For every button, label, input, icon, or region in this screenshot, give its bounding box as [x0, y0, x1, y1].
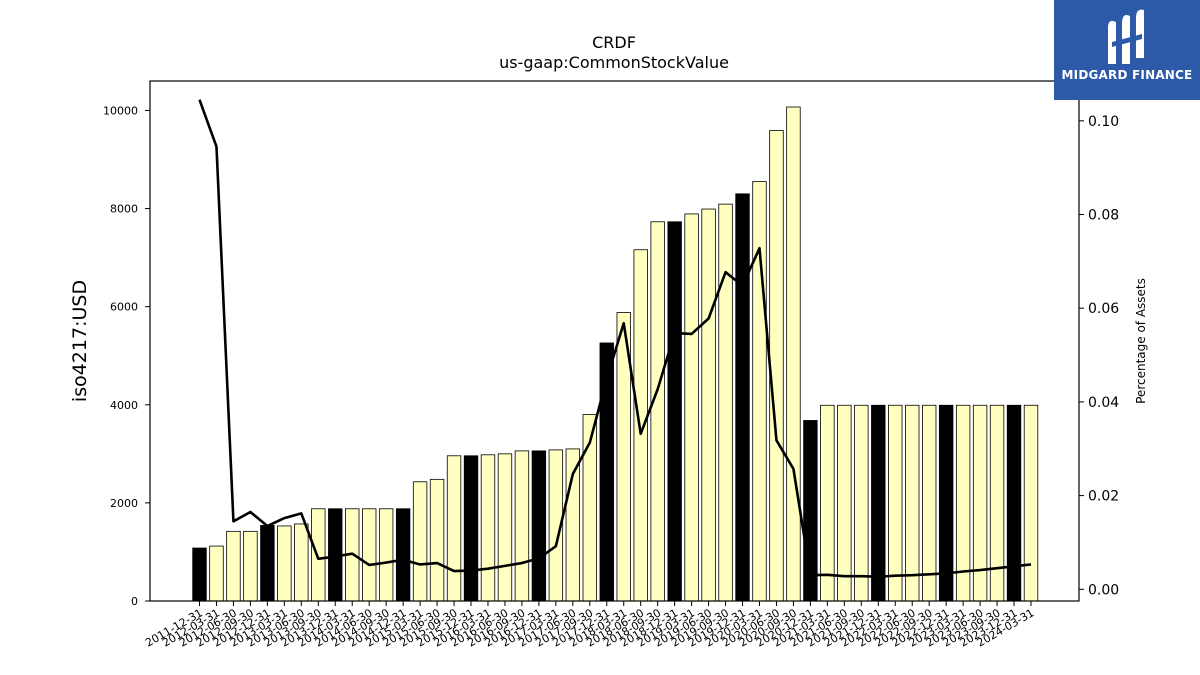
- y-axis-right-label: Percentage of Assets: [1134, 278, 1148, 404]
- y2-tick-label: 0.02: [1088, 489, 1119, 505]
- bar: [922, 404, 937, 602]
- bar: [752, 181, 767, 602]
- bar: [226, 530, 241, 602]
- y-axis-left-label: iso4217:USD: [69, 280, 91, 402]
- y2-tick-label: 0.00: [1088, 582, 1119, 598]
- bar: [905, 404, 920, 602]
- line-layer: [198, 99, 1032, 578]
- logo-text: MIDGARD FINANCE: [1061, 68, 1193, 82]
- y-axis-left: 0 2000 4000 6000 8000 10000: [103, 104, 150, 608]
- bar: [1023, 404, 1039, 602]
- percentage-line: [198, 99, 1032, 578]
- bar: [1006, 404, 1022, 602]
- bar: [209, 545, 224, 602]
- bar: [769, 130, 784, 602]
- y-tick-label: 6000: [110, 301, 138, 314]
- y2-tick-label: 0.08: [1088, 208, 1119, 224]
- bar: [514, 450, 530, 602]
- y2-tick-label: 0.06: [1088, 301, 1119, 317]
- chart-subtitle: us-gaap:CommonStockValue: [499, 53, 729, 72]
- y-tick-label: 2000: [110, 497, 138, 510]
- x-axis: 2011-12-312012-03-312012-06-302012-09-30…: [143, 601, 1037, 650]
- y-tick-label: 4000: [110, 399, 138, 412]
- y-tick-label: 0: [131, 595, 138, 608]
- bar: [837, 404, 852, 602]
- bar: [989, 404, 1005, 602]
- y-axis-right: 0.00 0.02 0.04 0.06 0.08 0.10: [1079, 114, 1119, 598]
- bar: [429, 478, 445, 602]
- bar: [786, 106, 801, 602]
- bar: [192, 547, 207, 602]
- bar: [395, 508, 411, 602]
- bar: [684, 213, 699, 602]
- bar: [294, 523, 309, 602]
- bar: [446, 455, 462, 602]
- bar: [243, 530, 258, 602]
- bar: [820, 404, 835, 602]
- bar: [463, 455, 479, 602]
- bar: [412, 481, 428, 602]
- y-tick-label: 10000: [103, 104, 138, 117]
- plot-frame: [149, 80, 1080, 602]
- y-tick-label: 8000: [110, 203, 138, 216]
- bar: [701, 208, 716, 602]
- chart-title: CRDF: [592, 33, 636, 52]
- bar: [378, 508, 394, 602]
- bar: [531, 450, 547, 602]
- bar: [497, 453, 513, 602]
- y2-tick-label: 0.04: [1088, 395, 1119, 411]
- bar: [260, 525, 275, 602]
- bar: [362, 508, 377, 602]
- bar: [854, 404, 869, 602]
- bar: [871, 404, 886, 602]
- y2-tick-label: 0.10: [1088, 114, 1119, 130]
- bar: [311, 508, 326, 602]
- bar: [667, 221, 682, 602]
- bar: [888, 404, 903, 602]
- bar: [480, 454, 496, 602]
- bar: [650, 221, 665, 602]
- midgard-logo-icon: [1108, 9, 1144, 64]
- bar: [718, 203, 733, 602]
- brand-logo: MIDGARD FINANCE: [1054, 0, 1200, 100]
- bar: [735, 193, 750, 602]
- bar: [277, 525, 292, 602]
